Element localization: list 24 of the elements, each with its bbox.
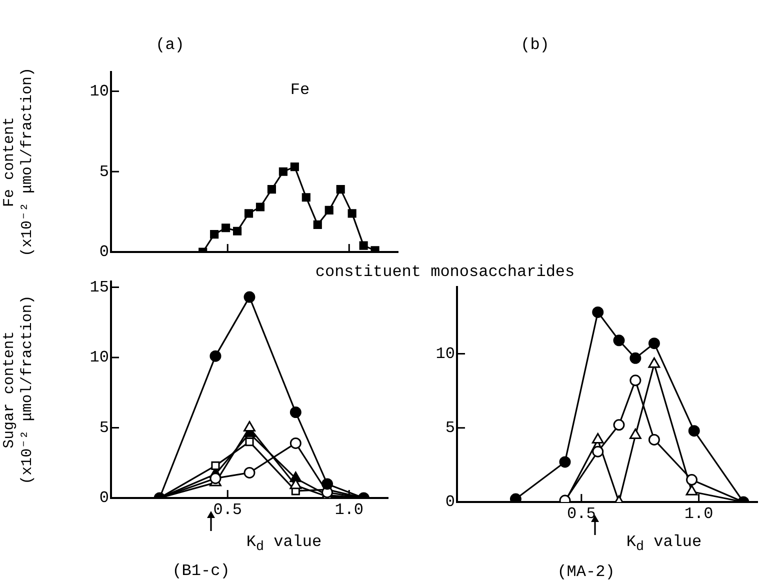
y-tick-label: 10 — [436, 344, 455, 363]
x-tick-label: 0.5 — [567, 504, 596, 523]
x-axis-title: K$_{d}$ value — [626, 532, 702, 556]
x-tick-label: 1.0 — [334, 500, 364, 519]
text: constituent monosaccharides — [315, 263, 575, 281]
x-axis-title: K$_{d}$ value — [246, 532, 322, 556]
y-tick-label: 15 — [90, 278, 109, 296]
y-tick-label: 5 — [445, 419, 455, 438]
y-tick-label: 5 — [99, 162, 109, 181]
text: (MA-2) — [557, 563, 615, 581]
y-tick-label: 10 — [90, 82, 109, 101]
chart-title: (b) — [520, 36, 550, 54]
text: (B1-c) — [172, 562, 230, 580]
y-tick-label: 0 — [445, 493, 455, 512]
y-tick-label: 5 — [99, 418, 109, 437]
y-tick-label: 10 — [90, 348, 109, 367]
chart-title: (a) — [156, 36, 184, 54]
y-tick-label: 0 — [99, 489, 109, 508]
annotation: Fe — [290, 81, 310, 99]
y-axis-title: Sugar content (x10⁻² μmol/fraction) — [0, 295, 36, 484]
y-axis-title: Fe content (x10⁻² μmol/fraction) — [0, 67, 36, 257]
y-tick-label: 0 — [99, 243, 109, 262]
x-tick-label: 0.5 — [213, 500, 242, 519]
x-tick-label: 1.0 — [684, 504, 714, 523]
